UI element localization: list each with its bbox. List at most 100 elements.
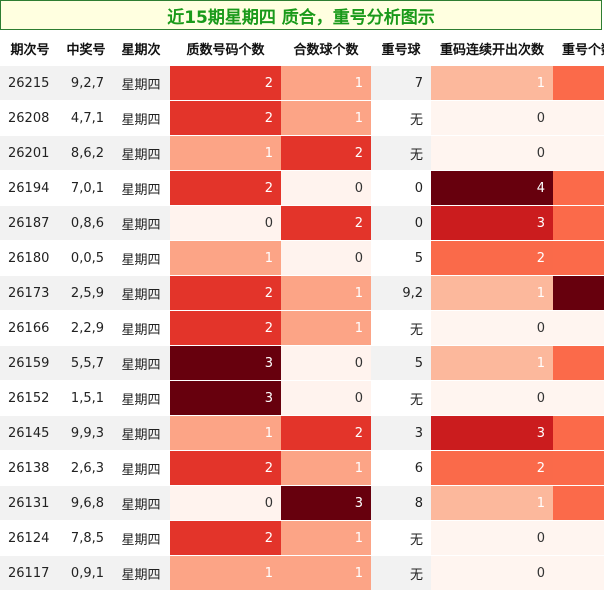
cell-repeat-balls: 无: [371, 556, 431, 590]
cell-winning-numbers: 9,6,8: [60, 486, 112, 521]
cell-repeat-count: 0: [553, 381, 604, 416]
cell-issue: 26124: [0, 521, 60, 556]
cell-repeat-streak: 0: [431, 136, 553, 171]
cell-composite-count: 1: [281, 101, 371, 136]
cell-repeat-streak: 0: [431, 381, 553, 416]
cell-issue: 26201: [0, 136, 60, 171]
cell-winning-numbers: 8,6,2: [60, 136, 112, 171]
cell-prime-count: 0: [170, 486, 281, 521]
cell-repeat-streak: 2: [431, 451, 553, 486]
cell-composite-count: 2: [281, 136, 371, 171]
cell-prime-count: 3: [170, 346, 281, 381]
chart-root: 近15期星期四 质合，重号分析图示 期次号中奖号星期次质数号码个数合数球个数重号…: [0, 0, 604, 576]
cell-weekday: 星期四: [112, 101, 170, 136]
cell-issue: 26145: [0, 416, 60, 451]
cell-weekday: 星期四: [112, 66, 170, 101]
cell-weekday: 星期四: [112, 136, 170, 171]
cell-composite-count: 1: [281, 451, 371, 486]
cell-repeat-streak: 2: [431, 241, 553, 276]
cell-repeat-count: 0: [553, 521, 604, 556]
cell-prime-count: 3: [170, 381, 281, 416]
page-title: 近15期星期四 质合，重号分析图示: [0, 0, 602, 30]
cell-winning-numbers: 2,5,9: [60, 276, 112, 311]
cell-repeat-streak: 1: [431, 486, 553, 521]
cell-issue: 26173: [0, 276, 60, 311]
header-issue: 期次号: [0, 31, 60, 66]
cell-composite-count: 2: [281, 416, 371, 451]
cell-repeat-streak: 4: [431, 171, 553, 206]
cell-repeat-count: 1: [553, 66, 604, 101]
cell-repeat-balls: 7: [371, 66, 431, 101]
cell-repeat-streak: 3: [431, 206, 553, 241]
cell-repeat-balls: 9,2: [371, 276, 431, 311]
header-repeat-balls: 重号球: [371, 31, 431, 66]
cell-repeat-count: 1: [553, 206, 604, 241]
cell-weekday: 星期四: [112, 206, 170, 241]
cell-repeat-streak: 0: [431, 556, 553, 590]
cell-repeat-balls: 无: [371, 101, 431, 136]
cell-winning-numbers: 0,0,5: [60, 241, 112, 276]
cell-repeat-streak: 1: [431, 346, 553, 381]
header-repeat-streak: 重码连续开出次数: [431, 31, 553, 66]
cell-winning-numbers: 7,0,1: [60, 171, 112, 206]
cell-winning-numbers: 5,5,7: [60, 346, 112, 381]
cell-issue: 26187: [0, 206, 60, 241]
cell-repeat-balls: 8: [371, 486, 431, 521]
cell-prime-count: 1: [170, 136, 281, 171]
cell-repeat-count: 1: [553, 486, 604, 521]
cell-weekday: 星期四: [112, 171, 170, 206]
cell-composite-count: 1: [281, 521, 371, 556]
cell-prime-count: 2: [170, 101, 281, 136]
cell-repeat-count: 2: [553, 276, 604, 311]
cell-weekday: 星期四: [112, 241, 170, 276]
cell-weekday: 星期四: [112, 276, 170, 311]
cell-prime-count: 2: [170, 171, 281, 206]
cell-prime-count: 2: [170, 276, 281, 311]
cell-repeat-balls: 无: [371, 136, 431, 171]
cell-prime-count: 2: [170, 521, 281, 556]
cell-composite-count: 0: [281, 346, 371, 381]
cell-issue: 26208: [0, 101, 60, 136]
cell-repeat-balls: 0: [371, 206, 431, 241]
cell-issue: 26117: [0, 556, 60, 590]
cell-composite-count: 1: [281, 66, 371, 101]
cell-repeat-count: 0: [553, 311, 604, 346]
cell-winning-numbers: 2,2,9: [60, 311, 112, 346]
cell-prime-count: 1: [170, 556, 281, 590]
cell-winning-numbers: 0,8,6: [60, 206, 112, 241]
header-weekday: 星期次: [112, 31, 170, 66]
cell-repeat-balls: 无: [371, 311, 431, 346]
cell-composite-count: 0: [281, 241, 371, 276]
cell-winning-numbers: 7,8,5: [60, 521, 112, 556]
cell-repeat-balls: 无: [371, 521, 431, 556]
cell-weekday: 星期四: [112, 416, 170, 451]
cell-weekday: 星期四: [112, 451, 170, 486]
cell-prime-count: 2: [170, 66, 281, 101]
table-header-row: 期次号中奖号星期次质数号码个数合数球个数重号球重码连续开出次数重号个数: [0, 31, 604, 66]
cell-issue: 26152: [0, 381, 60, 416]
cell-issue: 26159: [0, 346, 60, 381]
cell-repeat-count: 1: [553, 416, 604, 451]
cell-composite-count: 1: [281, 311, 371, 346]
cell-weekday: 星期四: [112, 346, 170, 381]
cell-repeat-count: 0: [553, 556, 604, 590]
cell-issue: 26194: [0, 171, 60, 206]
header-prime-count: 质数号码个数: [170, 31, 281, 66]
header-winning-numbers: 中奖号: [60, 31, 112, 66]
header-composite-count: 合数球个数: [281, 31, 371, 66]
cell-issue: 26138: [0, 451, 60, 486]
cell-repeat-count: 1: [553, 451, 604, 486]
